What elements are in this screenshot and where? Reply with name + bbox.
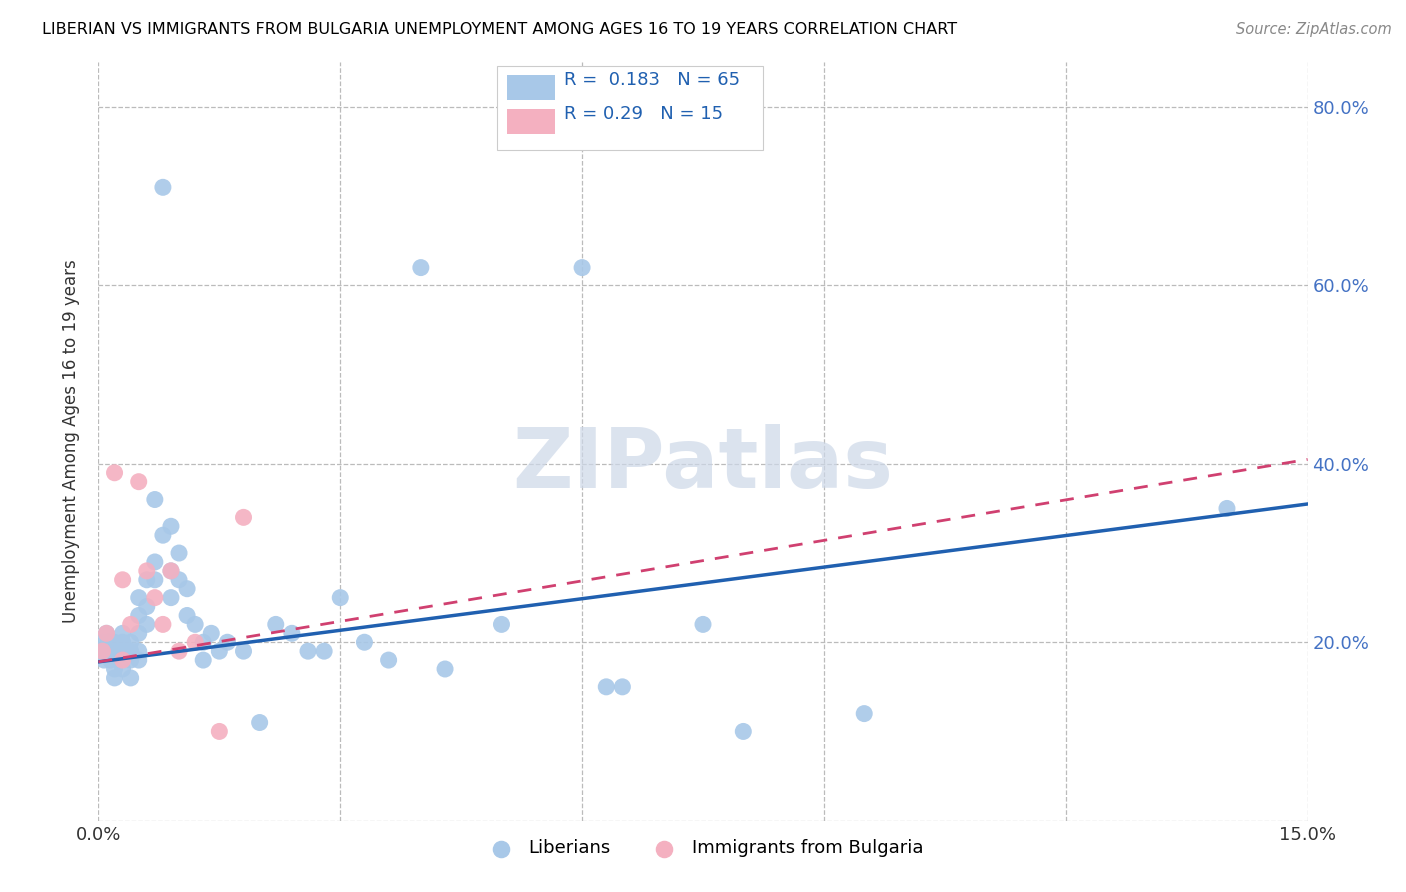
Point [264, 617, 287, 632]
Point [297, 644, 319, 658]
Point [167, 644, 190, 658]
Point [176, 608, 198, 623]
Point [128, 591, 150, 605]
Point [160, 564, 183, 578]
Point [135, 564, 157, 578]
Point [200, 626, 222, 640]
Point [128, 626, 150, 640]
Point [595, 680, 617, 694]
Point [111, 662, 134, 676]
Point [120, 644, 142, 658]
Point [97, 635, 120, 649]
Point [692, 617, 714, 632]
Legend: Liberians, Immigrants from Bulgaria: Liberians, Immigrants from Bulgaria [475, 832, 931, 864]
Point [143, 492, 166, 507]
Point [377, 653, 399, 667]
Point [160, 564, 183, 578]
Point [91, 635, 114, 649]
Point [96, 626, 118, 640]
Point [232, 510, 254, 524]
Point [143, 573, 166, 587]
Point [152, 528, 174, 542]
Point [232, 644, 254, 658]
Point [111, 653, 134, 667]
Y-axis label: Unemployment Among Ages 16 to 19 years: Unemployment Among Ages 16 to 19 years [62, 260, 80, 624]
Point [103, 662, 125, 676]
Point [128, 475, 150, 489]
Point [143, 555, 166, 569]
Point [167, 573, 190, 587]
Point [103, 671, 125, 685]
Point [152, 180, 174, 194]
Text: R =  0.183   N = 65: R = 0.183 N = 65 [564, 70, 740, 89]
Point [100, 653, 122, 667]
Point [120, 653, 142, 667]
Point [434, 662, 457, 676]
Point [571, 260, 593, 275]
Point [612, 680, 634, 694]
Point [208, 644, 231, 658]
Point [91, 644, 114, 658]
Point [281, 626, 304, 640]
Point [135, 599, 157, 614]
FancyBboxPatch shape [508, 110, 555, 135]
Point [184, 617, 207, 632]
Point [96, 626, 118, 640]
Point [120, 617, 142, 632]
Point [128, 608, 150, 623]
Point [135, 573, 157, 587]
Point [409, 260, 432, 275]
Point [193, 635, 215, 649]
Point [160, 591, 183, 605]
Point [111, 644, 134, 658]
Point [128, 653, 150, 667]
Point [491, 617, 513, 632]
Point [103, 466, 125, 480]
Point [160, 519, 183, 533]
Point [111, 573, 134, 587]
Point [111, 635, 134, 649]
Point [143, 591, 166, 605]
Point [167, 546, 190, 560]
Text: ZIPatlas: ZIPatlas [513, 424, 893, 505]
FancyBboxPatch shape [508, 75, 555, 101]
Point [111, 626, 134, 640]
Point [329, 591, 352, 605]
Point [103, 644, 125, 658]
Point [90, 644, 112, 658]
Point [103, 635, 125, 649]
Point [853, 706, 876, 721]
Point [353, 635, 375, 649]
Text: R = 0.29   N = 15: R = 0.29 N = 15 [564, 105, 723, 123]
Point [100, 644, 122, 658]
Text: LIBERIAN VS IMMIGRANTS FROM BULGARIA UNEMPLOYMENT AMONG AGES 16 TO 19 YEARS CORR: LIBERIAN VS IMMIGRANTS FROM BULGARIA UNE… [42, 22, 957, 37]
Point [249, 715, 271, 730]
Point [135, 617, 157, 632]
Point [184, 635, 207, 649]
Point [96, 644, 118, 658]
Point [733, 724, 755, 739]
FancyBboxPatch shape [498, 66, 763, 150]
Point [193, 653, 215, 667]
Point [1216, 501, 1239, 516]
Point [217, 635, 239, 649]
Point [208, 724, 231, 739]
Point [152, 617, 174, 632]
Point [128, 644, 150, 658]
Point [120, 671, 142, 685]
Point [176, 582, 198, 596]
Point [120, 635, 142, 649]
Point [314, 644, 336, 658]
Text: Source: ZipAtlas.com: Source: ZipAtlas.com [1236, 22, 1392, 37]
Point [93, 653, 115, 667]
